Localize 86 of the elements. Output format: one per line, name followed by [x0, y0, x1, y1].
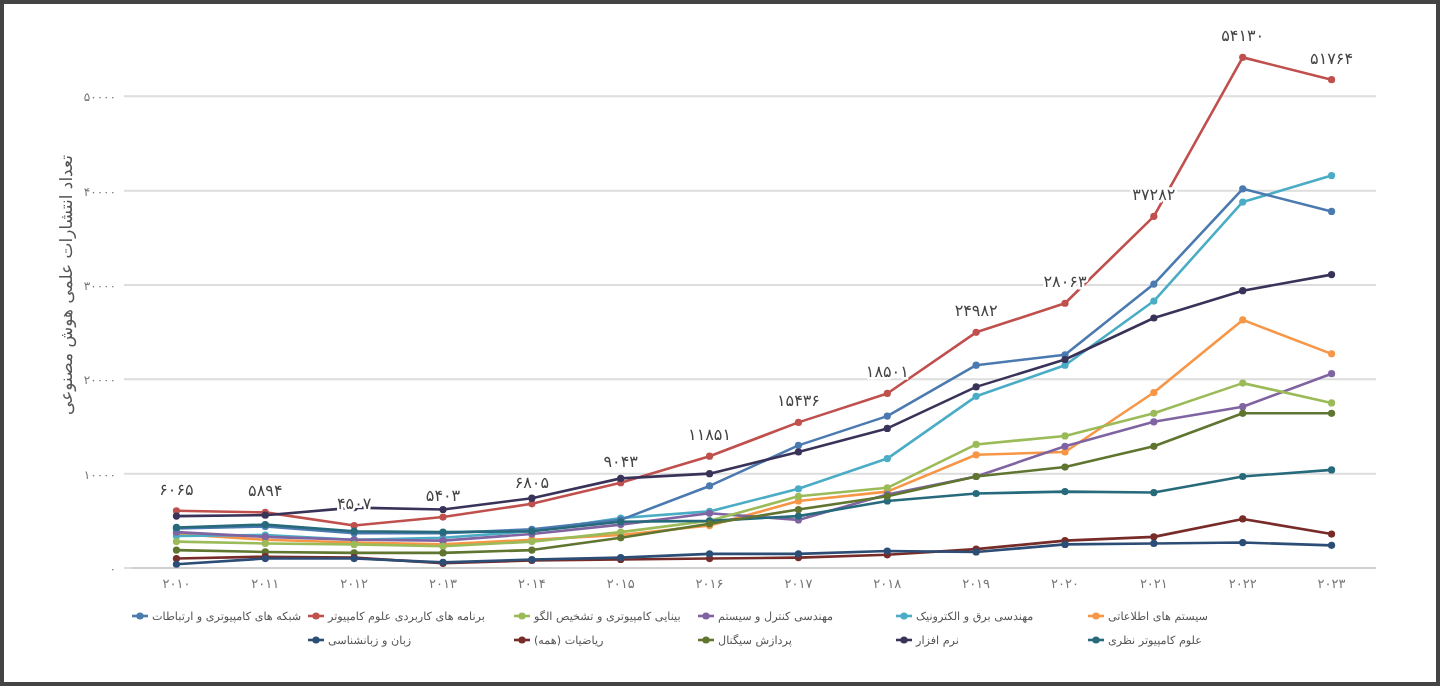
point — [528, 546, 536, 554]
point — [794, 492, 803, 500]
point — [1061, 463, 1069, 471]
point — [972, 440, 980, 449]
point — [705, 482, 714, 490]
point — [1239, 198, 1247, 206]
point — [883, 412, 891, 420]
data-label: ۵۴۱۳۰ — [1221, 27, 1265, 46]
data-label: ۱۸۵۰۱ — [865, 363, 909, 382]
data-label: ۵۸۹۴ — [248, 482, 283, 501]
point — [1327, 171, 1336, 180]
point — [972, 383, 980, 391]
point — [883, 454, 891, 463]
point — [1150, 488, 1158, 497]
point — [1327, 207, 1336, 216]
point — [172, 554, 181, 563]
point — [1327, 409, 1336, 417]
point — [1239, 185, 1247, 193]
point — [1061, 361, 1069, 369]
point — [528, 494, 536, 502]
point — [1061, 299, 1069, 307]
point — [1150, 280, 1158, 288]
point — [1239, 409, 1247, 417]
point — [1327, 541, 1336, 549]
point — [1061, 442, 1069, 450]
point — [705, 470, 714, 478]
point — [1239, 53, 1247, 61]
point — [883, 389, 891, 398]
point — [972, 392, 980, 400]
y-axis-title: تعداد انتشارات علمی هوش مصنوعی — [58, 153, 78, 415]
point — [1239, 538, 1247, 547]
point — [794, 505, 803, 514]
point — [1239, 316, 1247, 324]
point — [1239, 472, 1247, 481]
point — [172, 560, 181, 568]
point — [794, 485, 803, 493]
point — [705, 452, 714, 460]
data-label: ۶۰۶۵ — [159, 480, 194, 499]
data-label: ۲۸۰۶۳ — [1043, 273, 1088, 292]
point — [1239, 379, 1247, 387]
point — [1150, 539, 1158, 548]
data-label: ۲۴۹۸۲ — [954, 302, 998, 321]
point — [1327, 271, 1336, 279]
point — [972, 489, 980, 498]
point — [1239, 403, 1247, 411]
point — [439, 513, 447, 521]
data-label: ۵۱۷۶۴ — [1310, 49, 1354, 68]
point — [1150, 212, 1158, 220]
point — [617, 474, 625, 482]
point — [1150, 297, 1158, 305]
data-label: ۱۱۸۵۱ — [688, 426, 732, 445]
point — [439, 505, 447, 514]
point — [794, 441, 803, 449]
point — [883, 424, 891, 432]
point — [1327, 350, 1336, 358]
point — [172, 537, 181, 546]
data-label: ۵۴۰۳ — [425, 487, 462, 506]
point — [1150, 533, 1158, 541]
point — [1239, 515, 1247, 523]
point — [172, 512, 181, 520]
point — [1061, 432, 1069, 440]
point — [1327, 370, 1336, 378]
point — [350, 521, 358, 530]
point — [1061, 355, 1069, 364]
point — [1327, 466, 1336, 474]
data-label: ۹۰۴۳ — [603, 452, 640, 471]
point — [1061, 487, 1069, 496]
point — [705, 550, 714, 558]
point — [972, 451, 980, 459]
point — [972, 328, 980, 336]
point — [1150, 442, 1158, 450]
point — [439, 549, 447, 557]
point — [794, 448, 803, 456]
point — [1327, 76, 1336, 84]
point — [1327, 530, 1336, 538]
point — [1239, 287, 1247, 295]
data-label: ۱۵۴۳۶ — [776, 392, 820, 411]
point — [972, 361, 980, 369]
point — [1150, 388, 1158, 397]
point — [1150, 409, 1158, 417]
point — [1327, 399, 1336, 407]
point — [172, 546, 181, 554]
point — [794, 418, 803, 426]
point — [1150, 418, 1158, 426]
data-label: ۶۸۰۵ — [514, 473, 550, 492]
point — [1150, 314, 1158, 322]
